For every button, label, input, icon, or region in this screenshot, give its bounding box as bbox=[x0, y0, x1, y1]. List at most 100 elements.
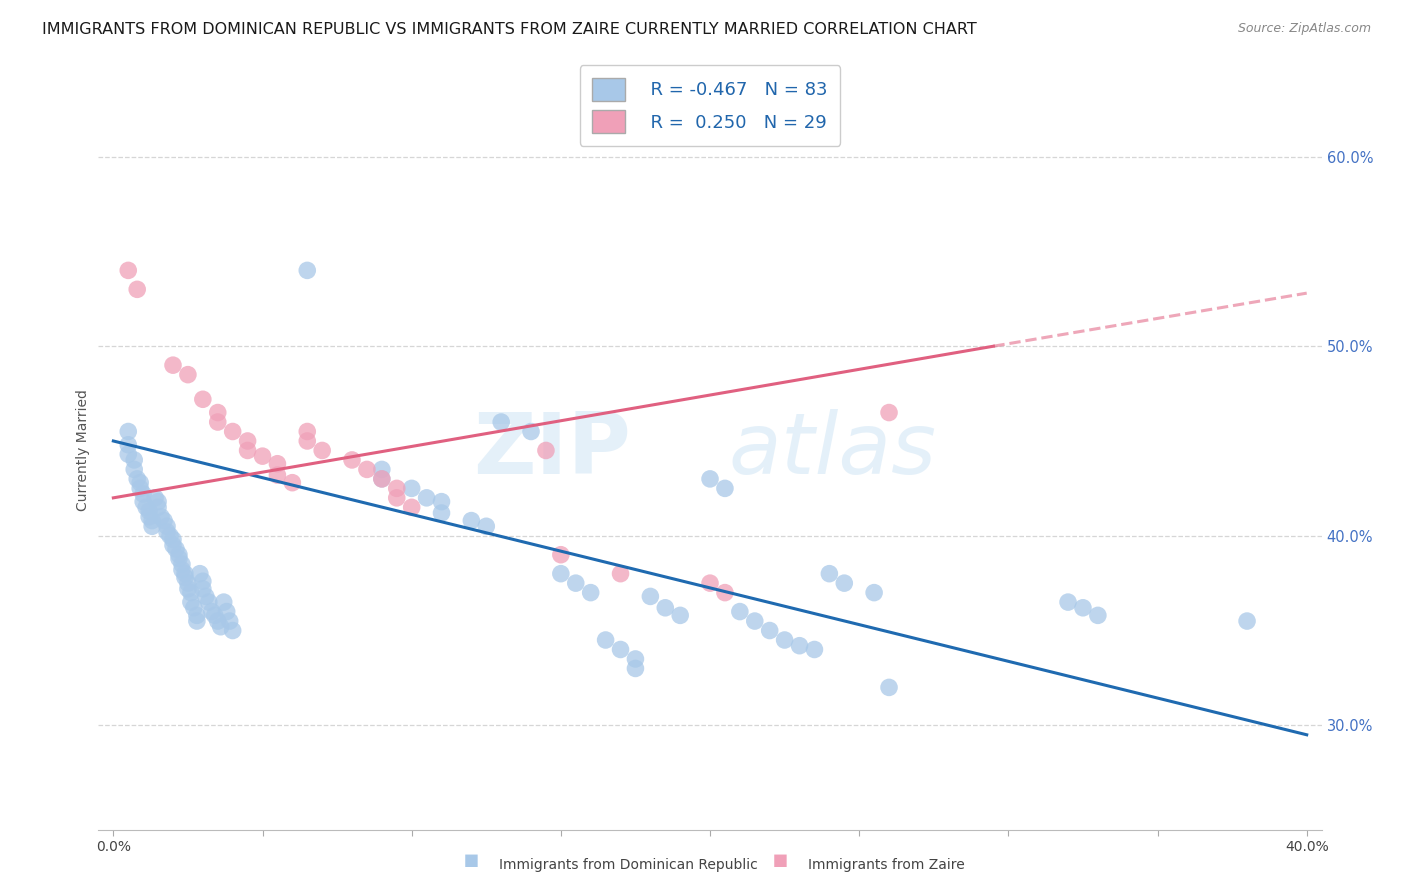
Point bbox=[191, 392, 214, 407]
Point bbox=[281, 475, 304, 490]
Point bbox=[207, 415, 229, 429]
Point bbox=[714, 482, 737, 496]
Point bbox=[640, 590, 662, 604]
Point bbox=[1057, 595, 1080, 609]
Point bbox=[194, 590, 217, 604]
Point bbox=[177, 582, 200, 596]
Point bbox=[165, 542, 187, 557]
Point bbox=[773, 633, 796, 648]
Point bbox=[122, 453, 145, 467]
Y-axis label: Currently Married: Currently Married bbox=[76, 390, 90, 511]
Point bbox=[758, 624, 780, 638]
Point bbox=[669, 608, 692, 623]
Point bbox=[877, 681, 900, 695]
Point bbox=[401, 482, 423, 496]
Point bbox=[236, 434, 259, 448]
Point bbox=[371, 462, 394, 476]
Point bbox=[167, 551, 190, 566]
Point bbox=[132, 487, 155, 501]
Text: Immigrants from Zaire: Immigrants from Zaire bbox=[808, 858, 965, 872]
Point bbox=[385, 491, 408, 505]
Point bbox=[401, 500, 423, 515]
Point bbox=[159, 529, 181, 543]
Point bbox=[117, 425, 139, 439]
Text: Source: ZipAtlas.com: Source: ZipAtlas.com bbox=[1237, 22, 1371, 36]
Point bbox=[221, 425, 243, 439]
Point bbox=[188, 566, 211, 581]
Point bbox=[236, 443, 259, 458]
Point bbox=[138, 504, 160, 518]
Point bbox=[138, 509, 160, 524]
Point bbox=[174, 566, 197, 581]
Point bbox=[135, 500, 157, 515]
Point bbox=[186, 614, 208, 628]
Point bbox=[1071, 600, 1094, 615]
Point bbox=[215, 605, 238, 619]
Point bbox=[129, 482, 152, 496]
Point bbox=[595, 633, 617, 648]
Point bbox=[728, 605, 751, 619]
Text: ▪: ▪ bbox=[772, 848, 789, 872]
Point bbox=[129, 475, 152, 490]
Point bbox=[624, 652, 647, 666]
Point bbox=[162, 358, 184, 372]
Point bbox=[534, 443, 557, 458]
Point bbox=[789, 639, 811, 653]
Point bbox=[170, 557, 193, 572]
Point bbox=[191, 582, 214, 596]
Legend:   R = -0.467   N = 83,   R =  0.250   N = 29: R = -0.467 N = 83, R = 0.250 N = 29 bbox=[579, 65, 841, 146]
Point bbox=[266, 468, 288, 483]
Point bbox=[297, 434, 319, 448]
Point bbox=[415, 491, 437, 505]
Point bbox=[191, 574, 214, 589]
Point bbox=[221, 624, 243, 638]
Point bbox=[385, 482, 408, 496]
Point bbox=[207, 406, 229, 420]
Point bbox=[266, 457, 288, 471]
Point bbox=[201, 605, 224, 619]
Point bbox=[132, 494, 155, 508]
Point bbox=[252, 449, 274, 463]
Point bbox=[832, 576, 855, 591]
Point bbox=[204, 608, 226, 623]
Text: ▪: ▪ bbox=[463, 848, 479, 872]
Point bbox=[297, 425, 319, 439]
Point bbox=[818, 566, 841, 581]
Point bbox=[153, 514, 176, 528]
Text: atlas: atlas bbox=[728, 409, 936, 492]
Point bbox=[1087, 608, 1109, 623]
Point bbox=[863, 585, 886, 599]
Point bbox=[489, 415, 512, 429]
Point bbox=[609, 566, 631, 581]
Text: ZIP: ZIP bbox=[472, 409, 630, 492]
Point bbox=[744, 614, 766, 628]
Point bbox=[186, 608, 208, 623]
Point bbox=[212, 595, 235, 609]
Point bbox=[371, 472, 394, 486]
Point bbox=[699, 576, 721, 591]
Point bbox=[122, 462, 145, 476]
Point bbox=[180, 585, 202, 599]
Point bbox=[143, 491, 166, 505]
Point bbox=[430, 494, 453, 508]
Point bbox=[141, 514, 163, 528]
Point bbox=[174, 570, 197, 584]
Point bbox=[550, 548, 572, 562]
Point bbox=[170, 563, 193, 577]
Point bbox=[198, 595, 221, 609]
Point bbox=[127, 472, 149, 486]
Point bbox=[520, 425, 543, 439]
Point bbox=[579, 585, 602, 599]
Point bbox=[460, 514, 482, 528]
Text: Immigrants from Dominican Republic: Immigrants from Dominican Republic bbox=[499, 858, 758, 872]
Point bbox=[183, 600, 205, 615]
Point bbox=[156, 524, 179, 539]
Point bbox=[714, 585, 737, 599]
Point bbox=[609, 642, 631, 657]
Point bbox=[475, 519, 498, 533]
Point bbox=[177, 368, 200, 382]
Point bbox=[699, 472, 721, 486]
Point bbox=[430, 506, 453, 520]
Point bbox=[162, 533, 184, 547]
Point bbox=[311, 443, 333, 458]
